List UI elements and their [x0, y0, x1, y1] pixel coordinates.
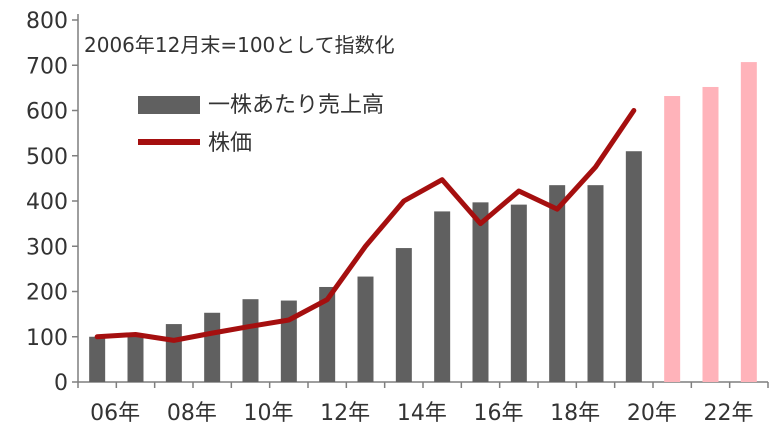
- y-axis: 0 100 200 300 400 500 600 700 800: [26, 9, 79, 396]
- y-tick-label: 400: [26, 190, 68, 215]
- legend-bar-label: 一株あたり売上高: [208, 93, 384, 118]
- bar: [434, 211, 451, 382]
- y-tick-label: 800: [26, 9, 68, 34]
- y-tick-label: 200: [26, 281, 68, 306]
- bar: [472, 202, 489, 382]
- x-tick-label: 06年: [90, 401, 140, 426]
- bar-forecast: [740, 62, 757, 383]
- bar: [395, 248, 412, 382]
- bar: [549, 185, 566, 382]
- bar-forecast: [702, 86, 719, 382]
- y-tick-label: 600: [26, 100, 68, 125]
- bar: [510, 204, 527, 382]
- x-tick-label: 08年: [167, 401, 217, 426]
- y-tick-label: 300: [26, 235, 68, 260]
- bar: [89, 336, 106, 382]
- bar: [625, 151, 642, 382]
- price-line: [94, 108, 637, 343]
- bar: [165, 324, 182, 382]
- y-tick-label: 100: [26, 326, 68, 351]
- bar: [242, 299, 259, 382]
- x-tick-label: 18年: [550, 401, 600, 426]
- x-tick-label: 14年: [397, 401, 447, 426]
- index-note: 2006年12月末=100として指数化: [84, 33, 395, 57]
- x-tick-label: 10年: [244, 401, 294, 426]
- bar: [319, 286, 336, 382]
- legend-bar-swatch: [138, 96, 200, 114]
- x-tick-label: 16年: [474, 401, 524, 426]
- bar-forecast: [664, 96, 681, 383]
- bar: [280, 300, 297, 382]
- bar: [127, 334, 144, 382]
- x-tick-label: 12年: [320, 401, 370, 426]
- bar: [587, 185, 604, 382]
- y-tick-label: 500: [26, 145, 68, 170]
- legend-line-label: 株価: [208, 131, 252, 156]
- x-tick-label: 20年: [627, 401, 677, 426]
- bar: [204, 312, 221, 382]
- x-tick-label: 22年: [704, 401, 754, 426]
- y-tick-label: 0: [54, 371, 68, 396]
- y-tick-label: 700: [26, 54, 68, 79]
- legend: 一株あたり売上高 株価: [138, 93, 384, 156]
- bar: [357, 276, 374, 382]
- x-axis: 06年 08年 10年 12年 14年 16年 18年 20年 22年: [77, 381, 769, 426]
